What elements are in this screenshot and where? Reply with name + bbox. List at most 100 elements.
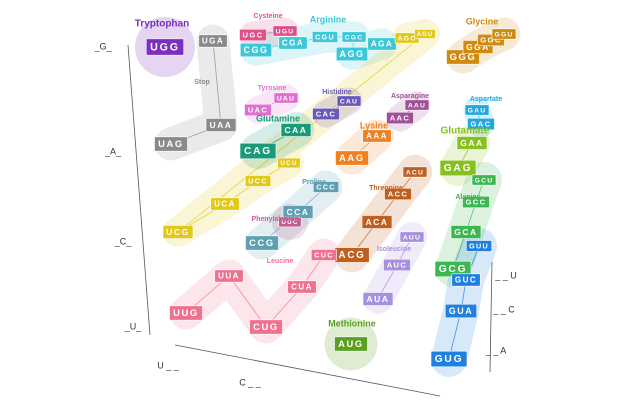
group-name: Methionine — [328, 318, 376, 328]
group-name: Arginine — [310, 14, 347, 24]
codon-label: GCA — [454, 227, 477, 237]
codon-box — [464, 104, 490, 116]
codon-box — [335, 150, 369, 166]
codon-box — [169, 305, 203, 321]
codon-label: CUG — [253, 322, 279, 332]
codon-label: CUA — [291, 283, 313, 292]
codon-label: UAU — [277, 95, 295, 102]
group-link — [351, 171, 416, 256]
axis-line — [174, 344, 441, 397]
group-name: Proline — [302, 179, 326, 186]
codon-box — [287, 280, 317, 294]
codon-label: GAG — [444, 163, 473, 174]
codon-box — [244, 175, 272, 187]
group-name: Stop — [194, 79, 210, 86]
codon-label: CUC — [314, 250, 333, 259]
codon-label: AUU — [403, 234, 421, 241]
codon-box — [444, 303, 478, 319]
codon-box — [154, 136, 188, 152]
codon-label: UGC — [242, 31, 263, 40]
codon-box — [239, 28, 267, 42]
codon-box — [198, 34, 228, 48]
codon-box — [404, 99, 430, 111]
codon-box — [245, 235, 279, 251]
codon-box — [399, 231, 425, 243]
codon-label: ACC — [388, 190, 409, 199]
codon-label: AAA — [366, 132, 388, 141]
axis-label: _A_ — [104, 146, 122, 156]
codon-label: UAG — [158, 139, 184, 149]
group-name: Lysine — [360, 120, 388, 130]
codon-label: GUU — [469, 241, 489, 250]
group-name: Alanine — [455, 194, 480, 201]
codon-box — [451, 273, 481, 287]
codon-label: GCG — [439, 264, 468, 275]
codon-label: ACG — [339, 250, 366, 261]
codon-label: CAC — [316, 110, 337, 119]
codon-box — [280, 123, 312, 137]
group-name: Leucine — [267, 258, 294, 265]
codon-box — [402, 166, 428, 178]
codon-box — [239, 142, 277, 160]
codon-label: GUC — [455, 276, 477, 285]
codon-label: UUC — [281, 219, 298, 226]
group-name: Tyrosine — [258, 85, 287, 92]
codon-label: GAU — [468, 107, 487, 114]
codon-box — [467, 117, 495, 131]
codon-label: GCU — [475, 177, 494, 184]
codon-label: CCA — [287, 207, 310, 217]
codon-box — [334, 336, 368, 352]
codon-box — [205, 118, 237, 132]
group-name: Threonine — [369, 185, 403, 192]
codon-label: AGU — [417, 32, 433, 38]
codon-label: GUG — [435, 354, 464, 365]
codon-box — [430, 350, 468, 368]
group-name: Aspartate — [470, 96, 502, 103]
codon-box — [336, 95, 362, 107]
codon-box — [239, 42, 273, 58]
codon-box — [439, 159, 477, 177]
group-name: Histidine — [322, 89, 352, 96]
axis-label: _G_ — [93, 41, 112, 51]
codon-label: GAA — [460, 138, 483, 148]
axis-label: U _ _ — [157, 360, 180, 370]
axis-label: _ _ U — [494, 270, 517, 280]
codon-label: UCU — [280, 160, 297, 167]
codon-label: ACU — [406, 169, 424, 176]
codon-label: UGA — [202, 37, 224, 46]
codon-label: UUA — [218, 272, 240, 281]
codon-label: GCC — [465, 198, 486, 207]
axis-line — [127, 44, 151, 336]
group-name: Asparagine — [391, 93, 429, 100]
codon-label: UAA — [210, 120, 233, 130]
codon-label: UCC — [248, 176, 267, 185]
codon-box — [249, 319, 283, 335]
axis-label: _ _ C — [492, 304, 515, 314]
codon-label: AUG — [338, 339, 364, 349]
codon-label: CGC — [345, 34, 364, 41]
codon-label: UAC — [248, 106, 269, 115]
codon-box — [310, 249, 338, 261]
group-name: Isoleucine — [377, 246, 411, 253]
codon-label: AUC — [387, 261, 408, 270]
codon-box — [362, 129, 392, 143]
codon-box — [214, 269, 244, 283]
codon-label: CAG — [244, 146, 272, 157]
codon-box — [462, 195, 490, 209]
codon-box — [361, 215, 393, 229]
codon-label: GAC — [470, 120, 491, 129]
codon-box — [278, 36, 308, 50]
codon-label: CGA — [282, 39, 304, 48]
codon-label: UGG — [150, 41, 180, 53]
codon-box — [383, 258, 411, 272]
codon-label: AGC — [398, 35, 417, 42]
group-name: Tryptophan — [135, 19, 189, 30]
codon-box — [341, 31, 367, 43]
group-link — [452, 179, 485, 270]
codon-label: CCC — [316, 182, 335, 191]
axis-label: _ _ A — [485, 345, 507, 355]
group-link — [448, 245, 480, 360]
codon-label: UGU — [276, 28, 295, 35]
codon-box — [367, 37, 397, 51]
